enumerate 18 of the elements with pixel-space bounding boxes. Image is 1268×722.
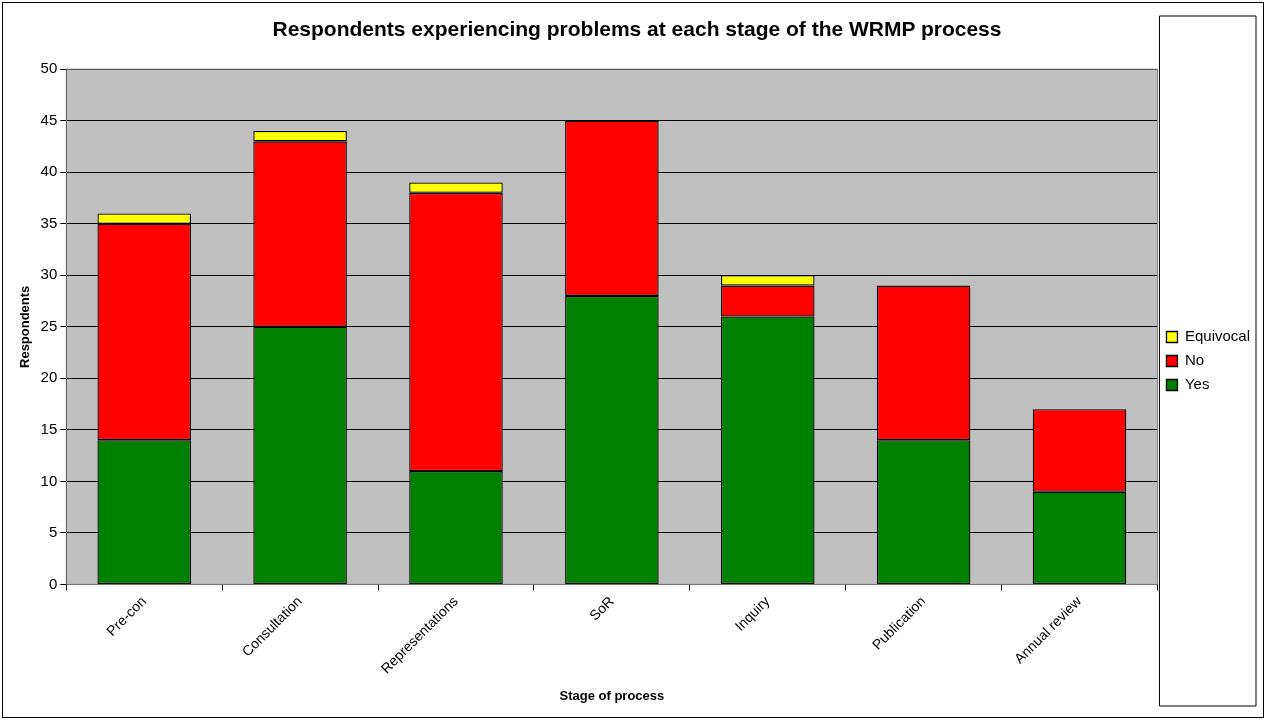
chart-title: Respondents experiencing problems at each stage of the WRMP process <box>272 17 1002 41</box>
legend-label: No <box>1184 351 1205 369</box>
x-axis-title: Stage of process <box>559 687 665 703</box>
y-tick-label: 45 <box>40 110 58 128</box>
y-tick-label: 35 <box>40 213 58 231</box>
y-tick-label: 50 <box>40 59 58 77</box>
legend-label: Yes <box>1184 375 1210 393</box>
legend-label: Equivocal <box>1184 327 1251 345</box>
y-tick-label: 5 <box>48 523 58 541</box>
y-tick-label: 10 <box>40 471 58 489</box>
y-axis-title: Respondents <box>17 285 33 368</box>
y-tick-label: 25 <box>40 316 58 334</box>
x-tick-label: SoR <box>586 592 617 624</box>
y-tick-label: 0 <box>48 574 58 592</box>
y-tick-label: 15 <box>40 420 58 437</box>
y-tick-label: 20 <box>40 368 58 386</box>
y-tick-label: 30 <box>40 265 58 283</box>
y-tick-label: 40 <box>40 162 58 180</box>
